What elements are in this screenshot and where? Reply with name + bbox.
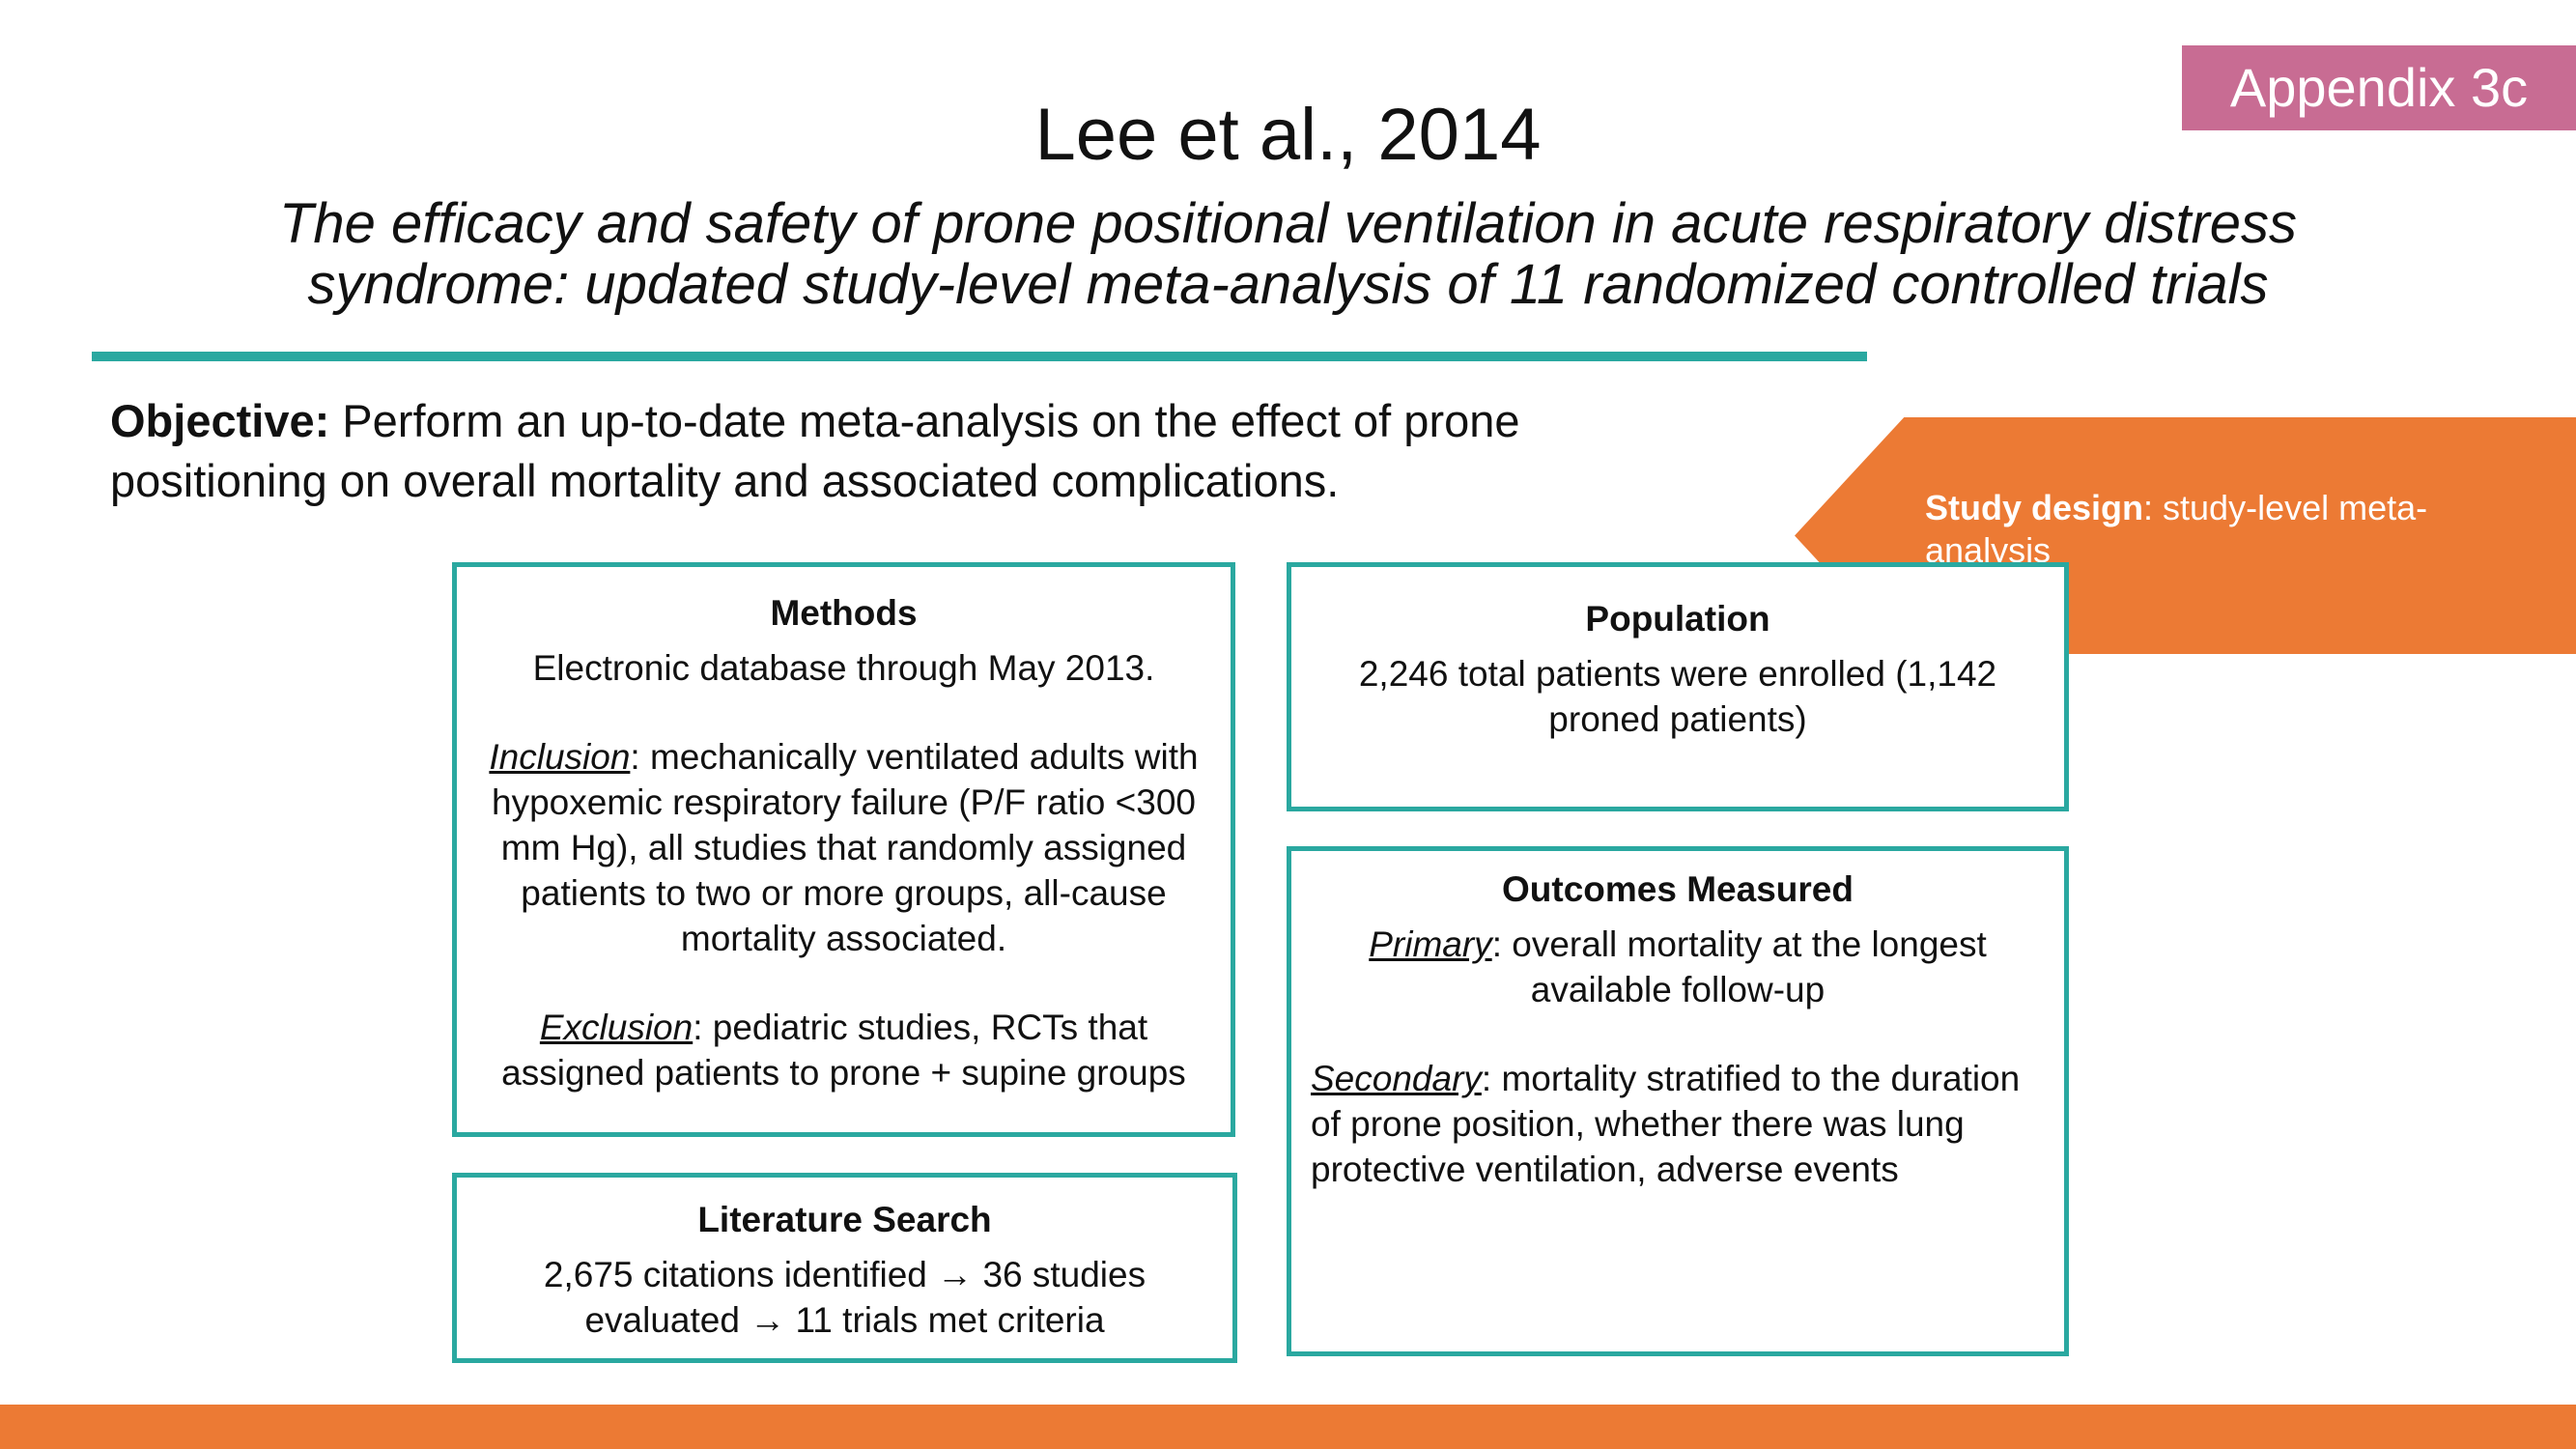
literature-search-box: Literature Search 2,675 citations identi… bbox=[452, 1173, 1237, 1363]
primary-label: Primary bbox=[1369, 924, 1492, 964]
footer-bar bbox=[0, 1405, 2576, 1449]
outcomes-secondary: Secondary: mortality stratified to the d… bbox=[1311, 1056, 2045, 1192]
study-design-label: Study design bbox=[1925, 488, 2144, 527]
title-divider bbox=[92, 352, 1867, 361]
outcomes-primary: Primary: overall mortality at the longes… bbox=[1311, 922, 2045, 1012]
study-design-text-block: Study design: study-level meta-analysis bbox=[1925, 487, 2505, 572]
objective-paragraph: Objective: Perform an up-to-date meta-an… bbox=[110, 391, 1704, 511]
outcomes-title: Outcomes Measured bbox=[1502, 869, 1854, 909]
population-title: Population bbox=[1585, 599, 1770, 639]
secondary-label: Secondary bbox=[1311, 1059, 1482, 1098]
literature-search-text: 2,675 citations identified → 36 studies … bbox=[543, 1255, 1146, 1340]
population-box: Population 2,246 total patients were enr… bbox=[1287, 562, 2069, 811]
inclusion-label: Inclusion bbox=[489, 737, 631, 777]
page-subtitle: The efficacy and safety of prone positio… bbox=[278, 192, 2298, 316]
methods-box: Methods Electronic database through May … bbox=[452, 562, 1235, 1137]
primary-text: : overall mortality at the longest avail… bbox=[1491, 924, 1987, 1009]
literature-search-title: Literature Search bbox=[697, 1200, 992, 1239]
methods-database-line: Electronic database through May 2013. bbox=[532, 648, 1155, 688]
exclusion-label: Exclusion bbox=[539, 1008, 694, 1047]
outcomes-box: Outcomes Measured Primary: overall morta… bbox=[1287, 846, 2069, 1356]
methods-exclusion: Exclusion: pediatric studies, RCTs that … bbox=[476, 1005, 1211, 1095]
inclusion-text: : mechanically ventilated adults with hy… bbox=[492, 737, 1199, 958]
exclusion-text: : pediatric studies, RCTs that assigned … bbox=[501, 1008, 1186, 1093]
methods-title: Methods bbox=[770, 593, 918, 633]
appendix-badge: Appendix 3c bbox=[2182, 45, 2576, 130]
population-text: 2,246 total patients were enrolled (1,14… bbox=[1358, 654, 1997, 739]
page-title: Lee et al., 2014 bbox=[1034, 94, 1542, 176]
methods-inclusion: Inclusion: mechanically ventilated adult… bbox=[476, 734, 1211, 961]
secondary-text: : mortality stratified to the duration o… bbox=[1311, 1059, 2021, 1189]
objective-text: Perform an up-to-date meta-analysis on t… bbox=[110, 395, 1520, 506]
objective-label: Objective: bbox=[110, 395, 330, 446]
